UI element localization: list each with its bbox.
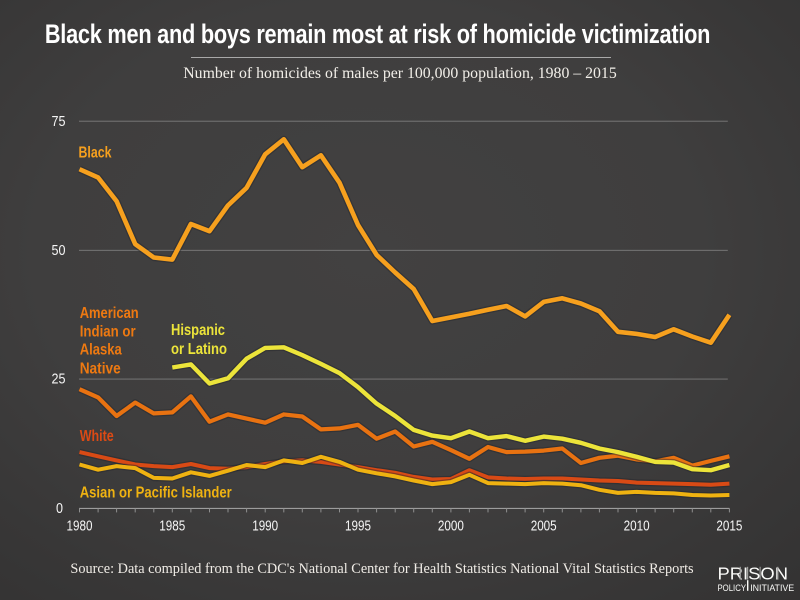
svg-text:Black: Black	[79, 145, 112, 162]
svg-text:Alaska: Alaska	[80, 342, 122, 359]
svg-text:Asian or Pacific Islander: Asian or Pacific Islander	[80, 485, 232, 502]
svg-text:1990: 1990	[252, 518, 278, 534]
svg-text:or Latino: or Latino	[171, 341, 227, 358]
svg-text:75: 75	[52, 114, 66, 130]
svg-text:2015: 2015	[716, 518, 742, 534]
svg-text:Native: Native	[80, 361, 121, 378]
svg-text:2000: 2000	[438, 518, 464, 534]
svg-text:2005: 2005	[531, 518, 557, 534]
svg-text:0: 0	[56, 501, 63, 517]
svg-text:POLICY: POLICY	[718, 583, 747, 593]
svg-text:1980: 1980	[67, 518, 93, 534]
svg-text:50: 50	[52, 243, 66, 259]
svg-text:American: American	[80, 305, 139, 322]
svg-text:25: 25	[52, 372, 66, 388]
svg-text:1985: 1985	[159, 518, 185, 534]
svg-text:INITIATIVE: INITIATIVE	[750, 583, 794, 593]
svg-text:White: White	[80, 428, 114, 445]
svg-text:PRISON: PRISON	[718, 564, 789, 584]
svg-text:1995: 1995	[345, 518, 371, 534]
svg-text:Hispanic: Hispanic	[171, 322, 225, 339]
svg-text:Indian or: Indian or	[80, 324, 136, 341]
svg-text:2010: 2010	[624, 518, 650, 534]
